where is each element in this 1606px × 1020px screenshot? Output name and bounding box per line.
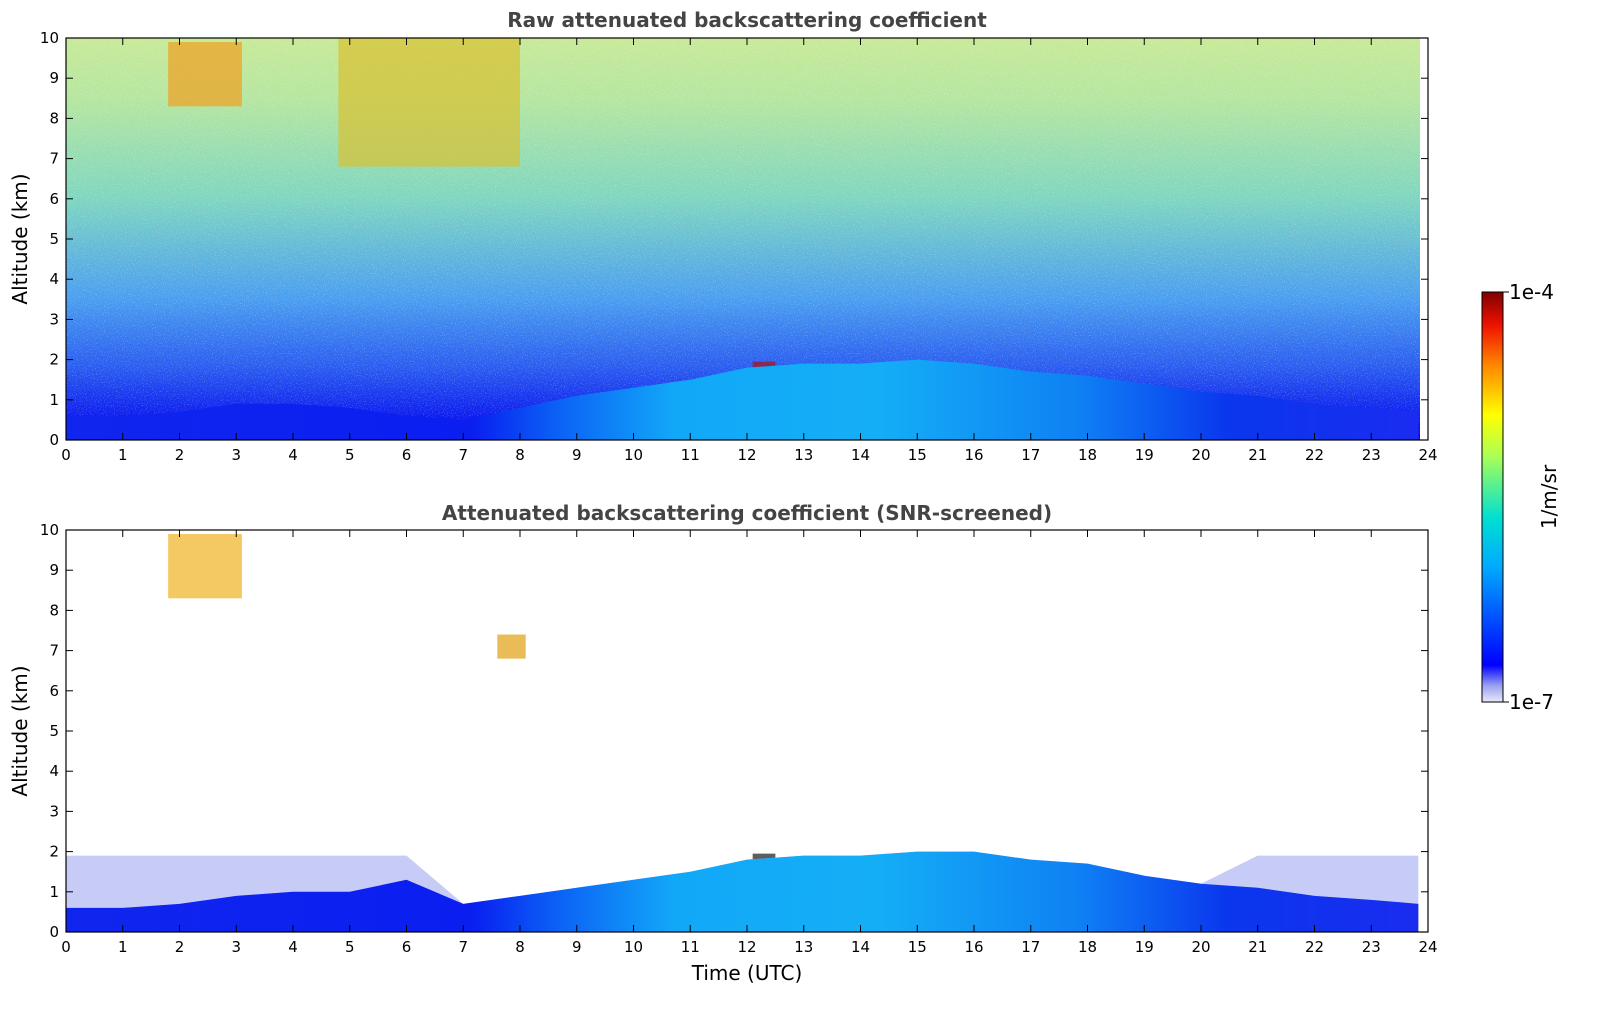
raw-x-axis: 0 1 2 3 4 5 6 7 8 9 10 11 12 13 14 15 16 17 18 19 20 21 22 23 24 (61, 38, 1438, 464)
colorbar-min-label: 1e-7 (1509, 690, 1554, 714)
x-tick-label: 4 (288, 938, 298, 956)
cloud-feature (497, 634, 526, 659)
x-tick-label: 13 (794, 446, 813, 464)
y-tick-label: 7 (49, 150, 59, 168)
raw-backscatter-panel: Raw attenuated backscattering coefficien… (8, 8, 1438, 464)
y-tick-label: 9 (49, 69, 59, 87)
x-tick-label: 13 (794, 938, 813, 956)
colorbar-unit-label: 1/m/sr (1537, 464, 1561, 529)
colorbar-max-label: 1e-4 (1509, 280, 1554, 304)
x-tick-label: 24 (1418, 446, 1437, 464)
y-tick-label: 0 (49, 431, 59, 449)
raw-heatmap-area (66, 38, 1420, 440)
y-tick-label: 5 (49, 722, 59, 740)
raw-y-axis: 0 1 2 3 4 5 6 7 8 9 10 (40, 29, 1428, 449)
colorbar: 1e-4 1e-7 1/m/sr (1481, 280, 1561, 714)
x-tick-label: 8 (515, 446, 525, 464)
x-tick-label: 5 (345, 446, 355, 464)
x-tick-label: 8 (515, 938, 525, 956)
raw-panel-title: Raw attenuated backscattering coefficien… (507, 8, 987, 32)
x-tick-label: 5 (345, 938, 355, 956)
y-tick-label: 0 (49, 923, 59, 941)
x-tick-label: 16 (964, 938, 983, 956)
y-tick-label: 8 (49, 601, 59, 619)
y-tick-label: 10 (40, 29, 59, 47)
x-tick-label: 10 (624, 938, 643, 956)
x-tick-label: 12 (737, 938, 756, 956)
x-tick-label: 18 (1078, 446, 1097, 464)
snr-heatmap-area (66, 530, 1428, 932)
cloud-feature (168, 42, 242, 107)
x-tick-label: 19 (1135, 446, 1154, 464)
x-tick-label: 19 (1135, 938, 1154, 956)
y-tick-label: 9 (49, 561, 59, 579)
x-tick-label: 2 (175, 938, 185, 956)
x-tick-label: 1 (118, 446, 128, 464)
x-tick-label: 0 (61, 938, 71, 956)
snr-boundary-layer (66, 851, 1419, 932)
x-tick-label: 23 (1362, 446, 1381, 464)
x-tick-label: 0 (61, 446, 71, 464)
y-tick-label: 4 (49, 762, 59, 780)
x-tick-label: 21 (1248, 446, 1267, 464)
cloud-feature (168, 534, 242, 599)
y-tick-label: 7 (49, 642, 59, 660)
x-tick-label: 14 (851, 446, 870, 464)
snr-panel-title: Attenuated backscattering coefficient (S… (442, 501, 1052, 525)
y-tick-label: 2 (49, 351, 59, 369)
x-tick-label: 24 (1418, 938, 1437, 956)
x-tick-label: 15 (908, 938, 927, 956)
x-tick-label: 2 (175, 446, 185, 464)
x-tick-label: 7 (458, 938, 468, 956)
x-tick-label: 23 (1362, 938, 1381, 956)
x-tick-label: 22 (1305, 446, 1324, 464)
x-tick-label: 15 (908, 446, 927, 464)
x-tick-label: 6 (402, 938, 412, 956)
x-tick-label: 11 (681, 446, 700, 464)
colorbar-gradient (1481, 291, 1504, 703)
x-tick-label: 3 (231, 446, 241, 464)
snr-screened-panel: Attenuated backscattering coefficient (S… (8, 501, 1438, 985)
x-tick-label: 11 (681, 938, 700, 956)
x-axis-label: Time (UTC) (691, 961, 803, 985)
y-tick-label: 3 (49, 802, 59, 820)
cloud-feature (752, 361, 776, 368)
y-tick-label: 10 (40, 521, 59, 539)
cloud-feature (752, 853, 776, 860)
y-tick-label: 6 (49, 190, 59, 208)
snr-x-axis: 0 1 2 3 4 5 6 7 8 9 10 11 12 13 14 15 16 17 18 19 20 21 22 23 24 (61, 530, 1438, 956)
x-tick-label: 4 (288, 446, 298, 464)
y-tick-label: 2 (49, 843, 59, 861)
y-tick-label: 1 (49, 391, 59, 409)
x-tick-label: 6 (402, 446, 412, 464)
raw-boundary-layer (66, 359, 1419, 440)
x-tick-label: 12 (737, 446, 756, 464)
y-tick-label: 6 (49, 682, 59, 700)
x-tick-label: 1 (118, 938, 128, 956)
x-tick-label: 22 (1305, 938, 1324, 956)
x-tick-label: 18 (1078, 938, 1097, 956)
y-tick-label: 4 (49, 270, 59, 288)
x-tick-label: 9 (572, 938, 582, 956)
y-tick-label: 3 (49, 310, 59, 328)
x-tick-label: 20 (1191, 938, 1210, 956)
x-tick-label: 7 (458, 446, 468, 464)
cloud-feature (338, 38, 520, 167)
snr-y-axis-label: Altitude (km) (8, 665, 32, 796)
y-tick-label: 1 (49, 883, 59, 901)
x-tick-label: 14 (851, 938, 870, 956)
y-tick-label: 8 (49, 109, 59, 127)
x-tick-label: 10 (624, 446, 643, 464)
x-tick-label: 21 (1248, 938, 1267, 956)
raw-y-axis-label: Altitude (km) (8, 173, 32, 304)
y-tick-label: 5 (49, 230, 59, 248)
x-tick-label: 16 (964, 446, 983, 464)
x-tick-label: 3 (231, 938, 241, 956)
x-tick-label: 17 (1021, 446, 1040, 464)
snr-y-axis: 0 1 2 3 4 5 6 7 8 9 10 (40, 521, 1428, 941)
x-tick-label: 17 (1021, 938, 1040, 956)
x-tick-label: 9 (572, 446, 582, 464)
x-tick-label: 20 (1191, 446, 1210, 464)
